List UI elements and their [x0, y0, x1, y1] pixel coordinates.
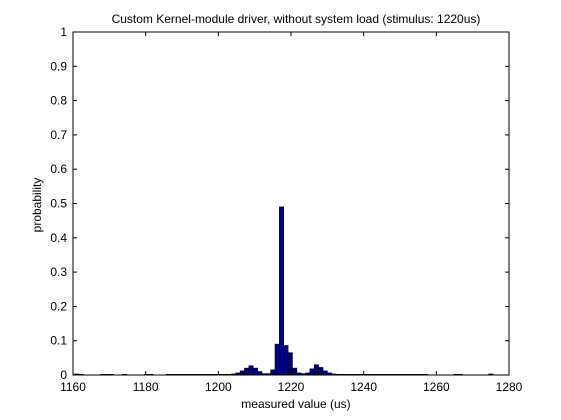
y-tick-label: 0.8 [50, 94, 67, 108]
x-tick-label: 1280 [496, 380, 523, 394]
histogram-bar [292, 367, 298, 376]
histogram-bar [313, 364, 319, 376]
x-tick-label: 1220 [278, 380, 305, 394]
x-tick-label: 1160 [60, 380, 86, 394]
histogram-bar [309, 368, 315, 376]
histogram-bar [244, 367, 250, 376]
plot-area [73, 32, 509, 375]
histogram-bar [239, 370, 245, 376]
x-tick-label: 1260 [423, 380, 450, 394]
histogram-bar [248, 365, 254, 376]
x-tick-label: 1180 [133, 380, 159, 394]
plot-frame [72, 31, 510, 376]
y-tick-label: 0.3 [50, 265, 67, 279]
y-tick-label: 0.5 [50, 197, 67, 211]
y-tick-label: 0 [60, 368, 67, 382]
x-tick-label: 1240 [350, 380, 377, 394]
y-tick-label: 0.1 [50, 334, 67, 348]
y-tick-label: 0.4 [50, 231, 67, 245]
y-tick-label: 0.9 [50, 59, 67, 73]
x-tick-label: 1200 [205, 380, 232, 394]
y-tick-label: 0.2 [50, 299, 67, 313]
histogram-bar [270, 369, 276, 376]
y-tick-label: 0.6 [50, 162, 67, 176]
histogram-bar [287, 352, 293, 376]
chart-title: Custom Kernel-module driver, without sys… [112, 12, 481, 26]
histogram-bar [318, 367, 324, 376]
histogram-bar [279, 206, 285, 376]
histogram-bar [274, 343, 280, 376]
y-axis-label: probability [30, 178, 44, 233]
histogram-bar [283, 345, 289, 376]
histogram-bar [252, 367, 258, 376]
histogram-bar [322, 370, 328, 376]
x-axis-label: measured value (us) [241, 397, 350, 411]
ticks-group: 1160 1180 1200 1220 1240 1260 1280 0 0.1 0.2 0.3 0.… [50, 25, 522, 394]
histogram-bar [257, 371, 263, 376]
y-tick-label: 1 [60, 25, 67, 39]
y-tick-label: 0.7 [50, 128, 67, 142]
